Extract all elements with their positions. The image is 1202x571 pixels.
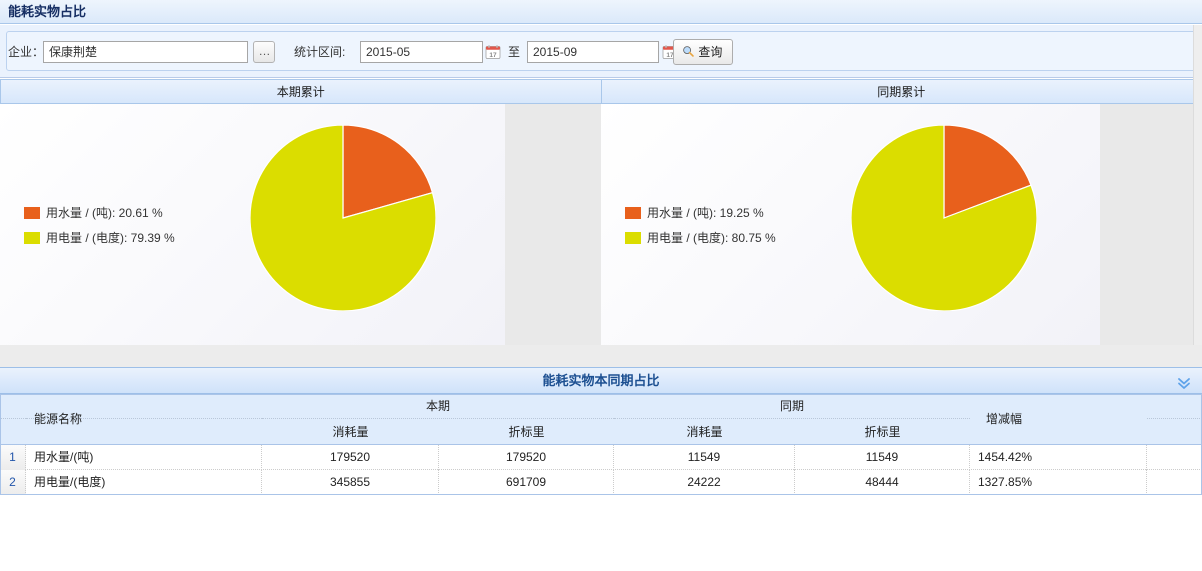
svg-text:17: 17: [489, 52, 497, 59]
